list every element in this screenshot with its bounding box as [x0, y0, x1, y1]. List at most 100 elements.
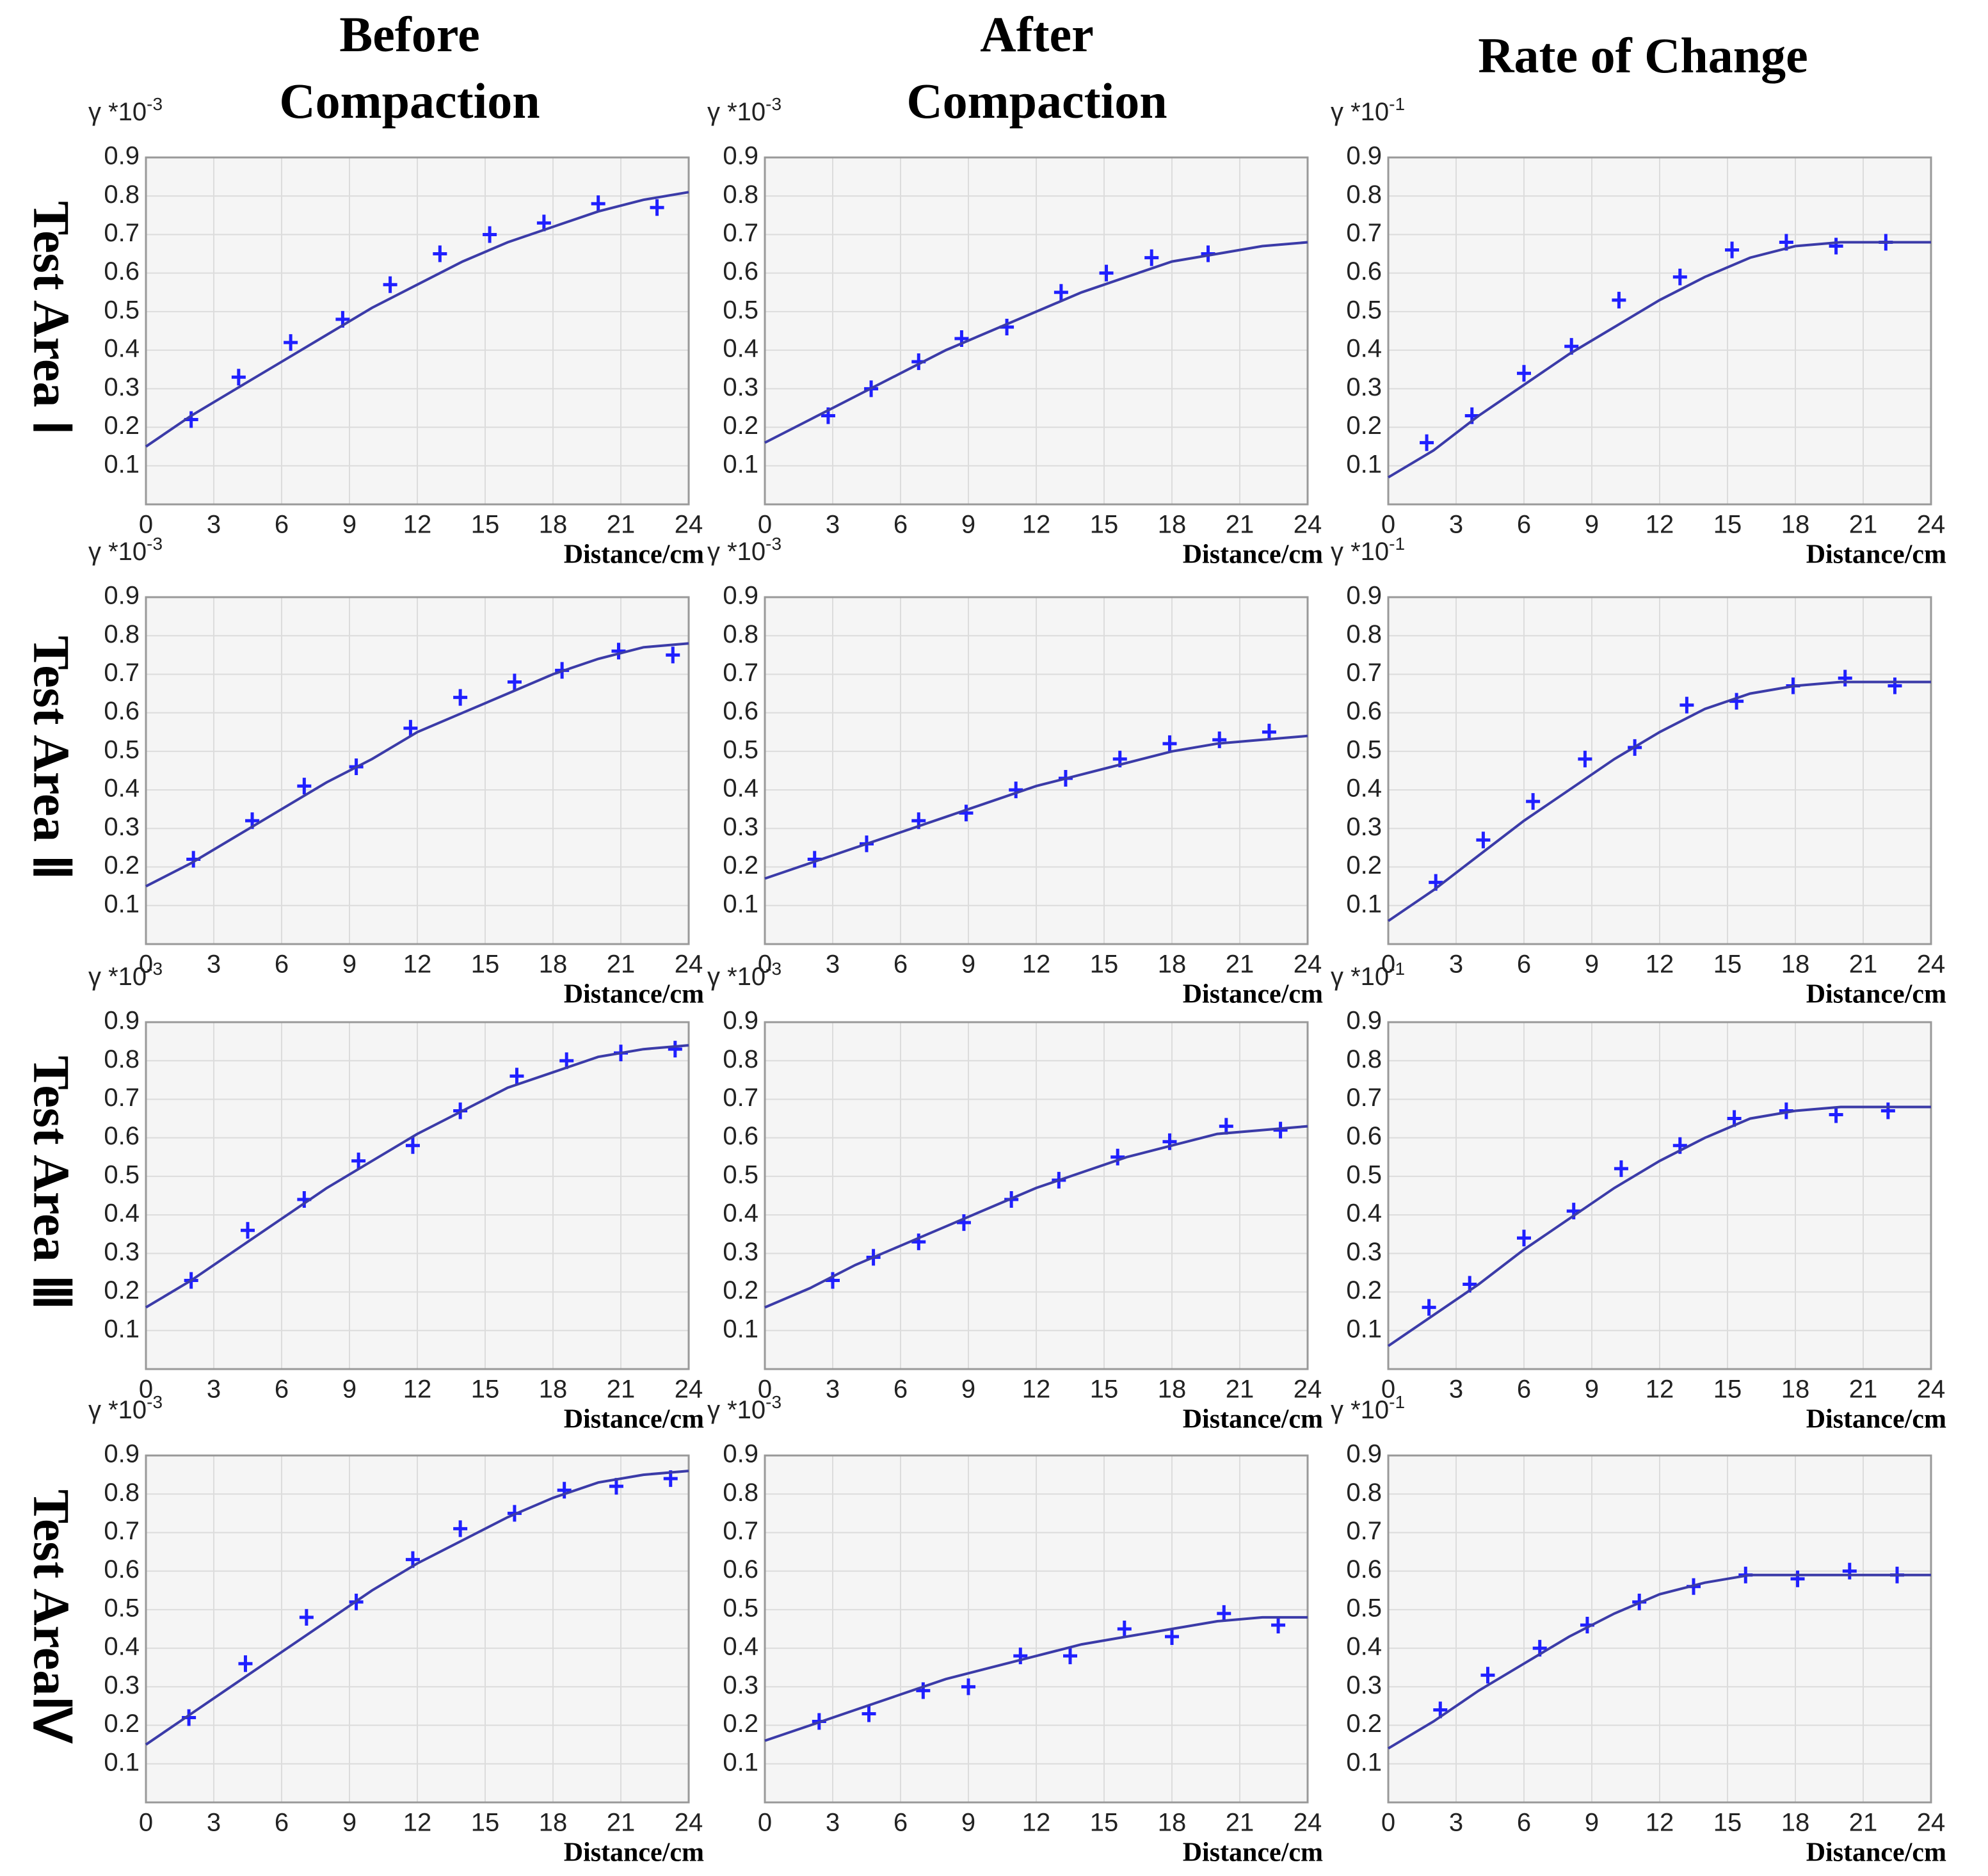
- y-tick-label: 0.6: [723, 697, 758, 725]
- x-tick-label: 21: [607, 511, 636, 539]
- row-label: Test Area Ⅲ: [23, 1055, 79, 1310]
- y-tick-label: 0.8: [104, 620, 140, 648]
- y-tick-label: 0.9: [104, 582, 140, 610]
- x-tick-label: 24: [1294, 1375, 1322, 1404]
- x-tick-label: 24: [1917, 1375, 1946, 1404]
- y-tick-label: 0.7: [104, 219, 140, 247]
- fit-curve: [764, 1615, 1308, 1742]
- x-tick-label: 6: [1517, 1375, 1531, 1404]
- y-tick-label: 0.9: [1346, 1440, 1382, 1468]
- x-tick-label: 3: [826, 950, 840, 979]
- y-axis-label: γ *10-3: [707, 94, 782, 126]
- y-tick-label: 0.2: [104, 1710, 140, 1738]
- x-tick-label: 15: [1090, 1375, 1119, 1404]
- x-tick-label: 9: [961, 511, 975, 539]
- x-tick-label: 3: [1449, 1375, 1463, 1404]
- y-tick-label: 0.2: [1346, 1276, 1382, 1304]
- data-point: [238, 1655, 253, 1672]
- subplot: 0 3 6 9 12 15 18 21 24 0.1 0.2 0.3 0.4 0.5 0.6 0.7 0.8 0.…: [1331, 534, 1946, 1009]
- plot-frame: [1387, 596, 1932, 945]
- y-tick-label: 0.3: [723, 1671, 758, 1699]
- y-tick-label: 0.5: [104, 1160, 140, 1189]
- x-tick-label: 6: [894, 511, 908, 539]
- x-tick-label: 24: [1294, 1809, 1322, 1837]
- x-tick-label: 21: [1849, 950, 1878, 979]
- x-tick-label: 24: [1917, 1809, 1946, 1837]
- y-tick-label: 0.9: [1346, 142, 1382, 170]
- data-point: [1838, 669, 1852, 687]
- data-point: [1517, 365, 1531, 382]
- x-tick-label: 9: [961, 950, 975, 979]
- subplot: 0 3 6 9 12 15 18 21 24 0.1 0.2 0.3 0.4 0.5 0.6 0.7 0.8 0.…: [1331, 1392, 1946, 1868]
- data-point: [453, 1520, 468, 1537]
- x-axis-label: Distance/cm: [564, 980, 704, 1009]
- x-tick-label: 21: [1849, 1375, 1878, 1404]
- y-tick-label: 0.6: [1346, 1122, 1382, 1150]
- x-tick-label: 18: [1158, 1375, 1187, 1404]
- x-tick-label: 3: [1449, 950, 1463, 979]
- fit-curve: [764, 1125, 1308, 1309]
- plot-frame: [1387, 1021, 1932, 1370]
- x-tick-label: 24: [675, 950, 703, 979]
- y-tick-label: 0.6: [104, 1122, 140, 1150]
- y-tick-label: 0.6: [723, 1555, 758, 1583]
- x-tick-label: 3: [207, 950, 221, 979]
- y-tick-label: 0.5: [723, 1594, 758, 1622]
- y-axis-label-base: γ *10: [88, 98, 147, 126]
- fit-curve: [145, 191, 689, 448]
- y-tick-label: 0.6: [1346, 697, 1382, 725]
- data-point: [1476, 831, 1491, 849]
- row-label: Test Area Ⅰ: [23, 201, 79, 435]
- y-tick-label: 0.4: [104, 774, 140, 803]
- y-tick-label: 0.8: [104, 1479, 140, 1507]
- x-tick-label: 18: [1781, 511, 1810, 539]
- x-tick-label: 21: [1226, 1375, 1255, 1404]
- data-point: [666, 646, 680, 664]
- data-point: [1679, 696, 1694, 714]
- x-tick-label: 21: [1849, 511, 1878, 539]
- y-tick-label: 0.9: [723, 1007, 758, 1035]
- y-tick-label: 0.4: [1346, 1199, 1382, 1228]
- data-point: [231, 369, 246, 386]
- data-point: [297, 778, 312, 795]
- x-tick-label: 6: [1517, 511, 1531, 539]
- row-label: Test AreaⅣ: [23, 1489, 79, 1744]
- x-tick-label: 0: [758, 511, 772, 539]
- x-tick-label: 0: [139, 511, 153, 539]
- data-point: [509, 1068, 524, 1085]
- x-tick-label: 3: [826, 1375, 840, 1404]
- x-tick-label: 6: [894, 1809, 908, 1837]
- y-tick-label: 0.4: [723, 774, 758, 803]
- x-tick-label: 12: [1022, 1375, 1051, 1404]
- data-point: [956, 1214, 971, 1231]
- y-tick-label: 0.3: [1346, 1238, 1382, 1266]
- x-tick-label: 24: [1294, 950, 1322, 979]
- y-axis-label-exponent: -3: [147, 1392, 163, 1412]
- x-tick-label: 9: [1585, 1375, 1599, 1404]
- data-point: [611, 643, 626, 660]
- x-axis-label: Distance/cm: [1806, 980, 1946, 1009]
- x-tick-label: 18: [1158, 1809, 1187, 1837]
- data-point: [1420, 434, 1434, 451]
- y-tick-label: 0.8: [723, 180, 758, 209]
- y-tick-label: 0.7: [723, 1517, 758, 1545]
- y-tick-label: 0.5: [723, 735, 758, 764]
- y-tick-label: 0.5: [723, 296, 758, 324]
- x-tick-label: 3: [1449, 511, 1463, 539]
- y-tick-label: 0.2: [723, 412, 758, 440]
- column-title: Compaction: [279, 73, 540, 129]
- x-tick-label: 21: [607, 1375, 636, 1404]
- y-axis-label: γ *10-1: [1331, 534, 1405, 566]
- y-tick-label: 0.1: [723, 890, 758, 918]
- y-axis-label-exponent: -3: [766, 534, 782, 554]
- x-tick-label: 6: [275, 511, 289, 539]
- x-axis-label: Distance/cm: [564, 1405, 704, 1434]
- x-tick-label: 9: [342, 950, 357, 979]
- data-point: [383, 276, 397, 293]
- plot-frame: [764, 156, 1309, 506]
- x-tick-label: 9: [342, 1809, 357, 1837]
- x-tick-label: 6: [1517, 950, 1531, 979]
- data-point: [1117, 1621, 1132, 1637]
- y-tick-label: 0.3: [1346, 1671, 1382, 1699]
